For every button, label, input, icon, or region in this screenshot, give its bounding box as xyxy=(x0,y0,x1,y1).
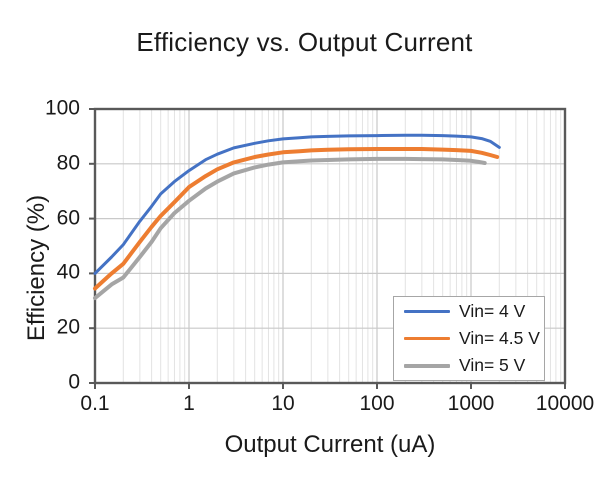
chart-line-vin-5-v xyxy=(93,156,487,301)
x-tick-label: 10000 xyxy=(535,392,595,415)
legend-label: Vin= 4 V xyxy=(459,300,526,321)
chart-line-vin-4-5-v xyxy=(93,147,500,291)
y-tick-label: 40 xyxy=(56,260,80,284)
chart-line-vin-4-v xyxy=(93,133,501,275)
y-tick-label: 60 xyxy=(56,206,80,230)
legend-line-sample-icon xyxy=(404,364,450,368)
y-tick-label: 80 xyxy=(56,151,80,175)
legend: Vin= 4 V Vin= 4.5 V Vin= 5 V xyxy=(393,296,545,381)
legend-line-sample-icon xyxy=(404,309,450,313)
x-tick-label: 1000 xyxy=(447,392,495,415)
x-axis-label: Output Current (uA) xyxy=(224,431,436,458)
legend-item: Vin= 5 V xyxy=(394,353,544,379)
legend-label: Vin= 5 V xyxy=(459,355,526,376)
y-tick-label: 0 xyxy=(68,370,80,394)
x-tick-label: 10 xyxy=(271,392,295,415)
x-tick-label: 100 xyxy=(359,392,395,415)
y-tick-label: 20 xyxy=(56,315,80,339)
chart-title: Efficiency vs. Output Current xyxy=(136,27,473,57)
legend-label: Vin= 4.5 V xyxy=(459,328,540,348)
legend-line-sample-icon xyxy=(404,336,450,341)
legend-item: Vin= 4.5 V xyxy=(394,326,544,352)
legend-item: Vin= 4 V xyxy=(394,298,544,324)
x-tick-label: 1 xyxy=(183,392,195,415)
plot-frame xyxy=(93,107,567,385)
y-tick-label: 100 xyxy=(44,96,80,120)
x-tick-label: 0.1 xyxy=(80,392,110,415)
